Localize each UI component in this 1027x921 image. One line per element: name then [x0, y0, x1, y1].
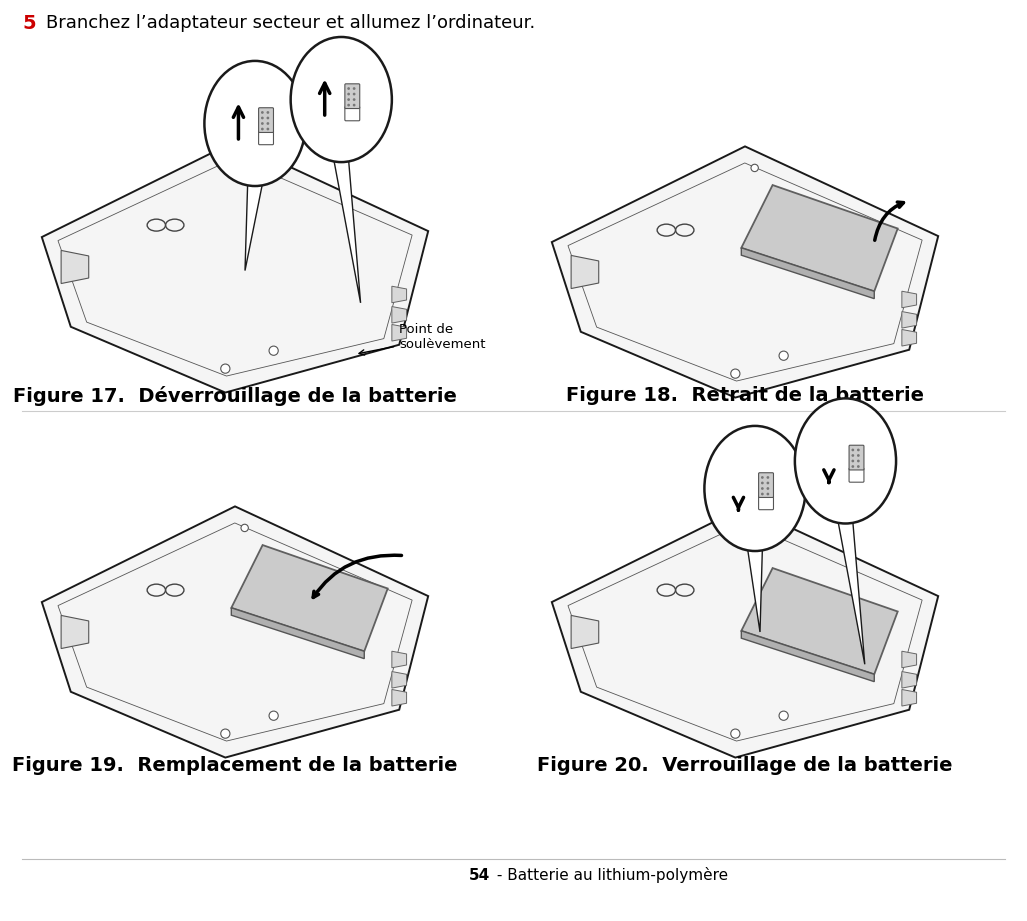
Circle shape	[851, 460, 854, 462]
Ellipse shape	[291, 37, 392, 162]
Text: 5: 5	[22, 14, 36, 33]
Circle shape	[221, 364, 230, 373]
Circle shape	[352, 93, 355, 96]
Circle shape	[221, 729, 230, 739]
Circle shape	[266, 117, 269, 120]
Ellipse shape	[705, 426, 805, 551]
Circle shape	[766, 493, 769, 495]
Text: Figure 17.  Déverrouillage de la batterie: Figure 17. Déverrouillage de la batterie	[13, 386, 457, 406]
Polygon shape	[838, 521, 865, 664]
Polygon shape	[902, 671, 916, 688]
FancyBboxPatch shape	[259, 108, 273, 133]
Circle shape	[761, 493, 764, 495]
FancyBboxPatch shape	[759, 472, 773, 497]
FancyBboxPatch shape	[345, 84, 359, 109]
Polygon shape	[392, 651, 407, 668]
Polygon shape	[748, 549, 762, 632]
Circle shape	[779, 711, 789, 720]
Polygon shape	[902, 651, 916, 668]
Circle shape	[347, 87, 350, 90]
Polygon shape	[551, 146, 939, 398]
Circle shape	[766, 482, 769, 484]
Circle shape	[352, 99, 355, 101]
Circle shape	[269, 346, 278, 356]
Circle shape	[857, 465, 860, 468]
Circle shape	[851, 454, 854, 457]
Circle shape	[857, 460, 860, 462]
Polygon shape	[902, 311, 916, 328]
Polygon shape	[571, 615, 599, 648]
FancyBboxPatch shape	[849, 445, 864, 470]
Polygon shape	[42, 142, 428, 392]
Polygon shape	[571, 255, 599, 288]
Circle shape	[761, 487, 764, 490]
Ellipse shape	[795, 399, 897, 523]
Circle shape	[857, 449, 860, 451]
Circle shape	[731, 369, 739, 379]
Polygon shape	[741, 631, 874, 682]
Circle shape	[751, 524, 758, 531]
Circle shape	[261, 111, 264, 114]
Text: Figure 20.  Verrouillage de la batterie: Figure 20. Verrouillage de la batterie	[537, 756, 953, 775]
Polygon shape	[392, 324, 407, 341]
FancyBboxPatch shape	[759, 495, 773, 509]
Circle shape	[261, 128, 264, 131]
Circle shape	[851, 449, 854, 451]
Circle shape	[269, 711, 278, 720]
Text: - Batterie au lithium-polymère: - Batterie au lithium-polymère	[492, 867, 728, 883]
Circle shape	[347, 99, 350, 101]
Circle shape	[266, 122, 269, 125]
Polygon shape	[42, 507, 428, 758]
Circle shape	[751, 164, 758, 171]
FancyBboxPatch shape	[345, 107, 359, 121]
Circle shape	[266, 111, 269, 114]
Polygon shape	[231, 608, 365, 659]
Polygon shape	[392, 690, 407, 706]
Circle shape	[731, 729, 739, 739]
Circle shape	[352, 104, 355, 107]
Polygon shape	[62, 615, 88, 648]
Text: Point de
soulèvement: Point de soulèvement	[359, 323, 486, 355]
Circle shape	[347, 104, 350, 107]
Circle shape	[761, 482, 764, 484]
Circle shape	[261, 122, 264, 125]
Polygon shape	[741, 568, 898, 674]
Circle shape	[766, 487, 769, 490]
Polygon shape	[902, 330, 916, 346]
Polygon shape	[245, 184, 262, 271]
Circle shape	[851, 465, 854, 468]
Ellipse shape	[204, 61, 306, 186]
Circle shape	[766, 476, 769, 479]
Polygon shape	[741, 248, 874, 298]
Circle shape	[347, 93, 350, 96]
FancyBboxPatch shape	[259, 131, 273, 145]
Polygon shape	[392, 671, 407, 688]
Polygon shape	[231, 545, 388, 651]
Circle shape	[857, 454, 860, 457]
Polygon shape	[392, 307, 407, 323]
Polygon shape	[334, 160, 360, 303]
Polygon shape	[902, 690, 916, 706]
Text: Figure 19.  Remplacement de la batterie: Figure 19. Remplacement de la batterie	[12, 756, 458, 775]
Polygon shape	[551, 507, 939, 758]
FancyBboxPatch shape	[849, 468, 864, 483]
Polygon shape	[741, 185, 898, 291]
Text: Branchez l’adaptateur secteur et allumez l’ordinateur.: Branchez l’adaptateur secteur et allumez…	[46, 14, 535, 32]
Text: Figure 18.  Retrait de la batterie: Figure 18. Retrait de la batterie	[566, 386, 924, 405]
Polygon shape	[392, 286, 407, 303]
Circle shape	[761, 476, 764, 479]
Circle shape	[261, 117, 264, 120]
Polygon shape	[62, 251, 88, 284]
Circle shape	[241, 524, 249, 531]
Polygon shape	[902, 291, 916, 308]
Circle shape	[266, 128, 269, 131]
Circle shape	[241, 159, 249, 167]
Circle shape	[352, 87, 355, 90]
Circle shape	[779, 351, 789, 360]
Text: 54: 54	[468, 868, 490, 882]
